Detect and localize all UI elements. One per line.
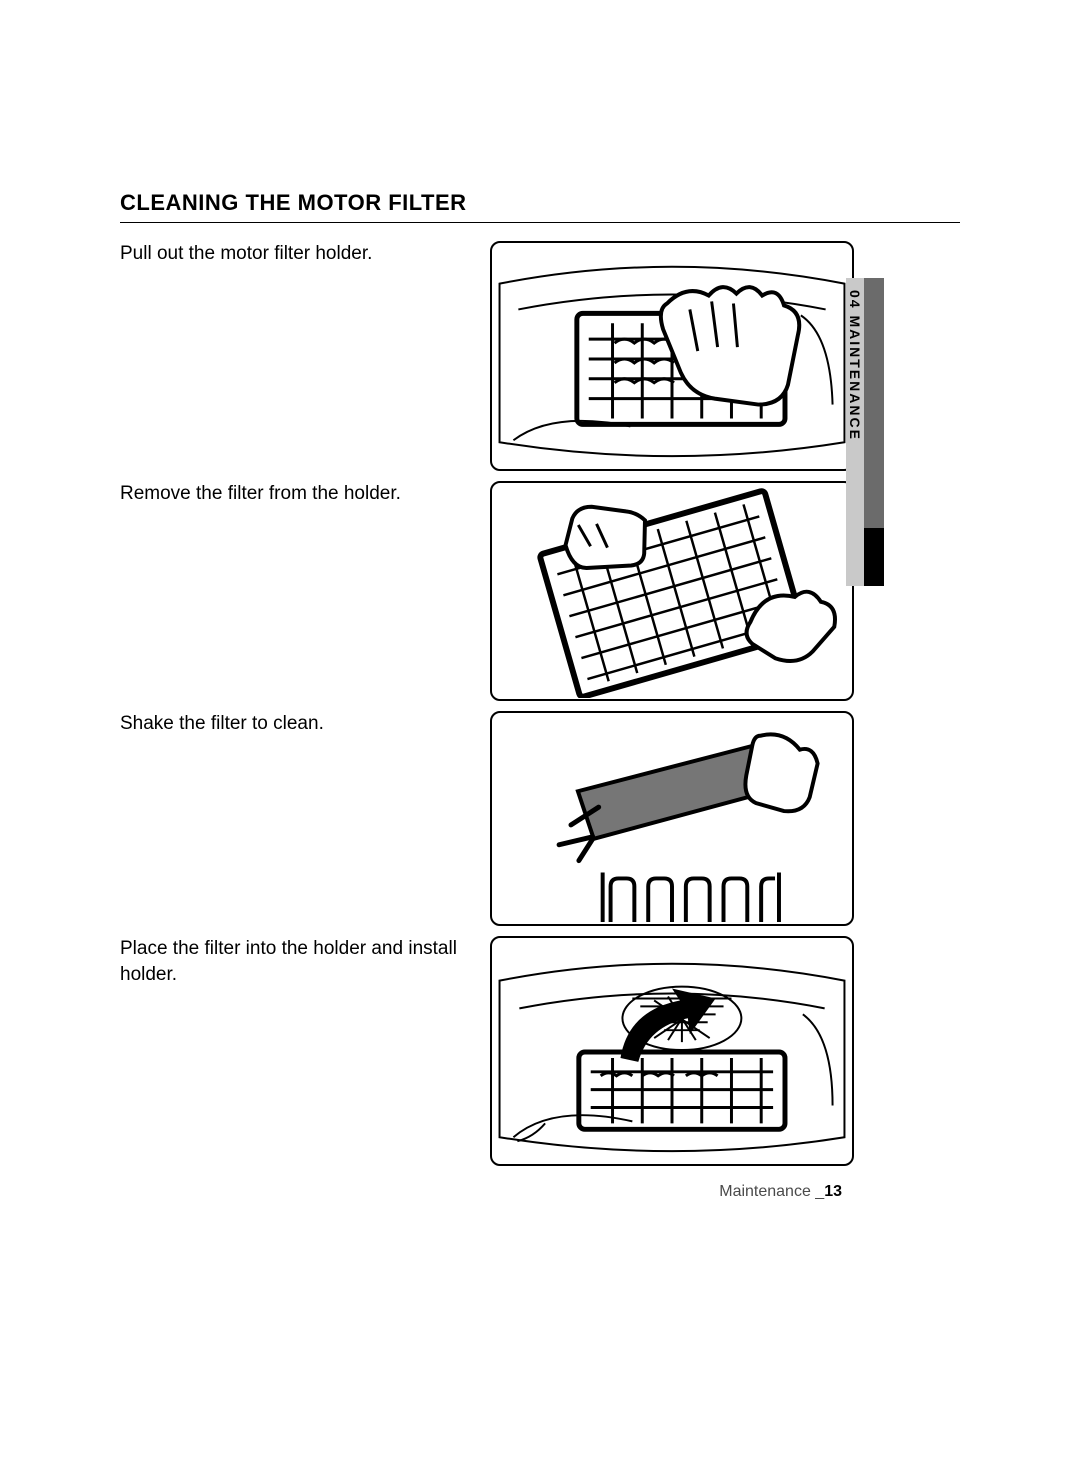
section-tab: 04 MAINTENANCE [846,278,884,586]
step-row-4: Place the filter into the holder and ins… [120,936,960,1166]
page-content: CLEANING THE MOTOR FILTER Pull out the m… [120,190,960,1176]
figure-install-holder [490,936,854,1166]
filter-shake-icon [493,714,851,924]
filter-remove-icon [493,484,851,698]
filter-pull-icon [493,244,851,468]
step-text-4: Place the filter into the holder and ins… [120,936,490,1166]
figure-pull-holder [490,241,854,471]
step-text-1: Pull out the motor filter holder. [120,241,490,471]
section-title: CLEANING THE MOTOR FILTER [120,190,960,223]
footer-page-number: 13 [824,1183,842,1200]
step-row-1: Pull out the motor filter holder. [120,241,960,471]
figure-remove-filter [490,481,854,701]
footer-label: Maintenance _ [719,1183,824,1200]
tab-label: 04 MAINTENANCE [847,290,863,490]
tab-bar-dark [864,278,884,528]
step-row-2: Remove the filter from the holder. [120,481,960,701]
tab-bar-black [864,528,884,586]
page-footer: Maintenance _13 [719,1183,842,1201]
filter-install-icon [493,939,851,1163]
step-row-3: Shake the filter to clean. [120,711,960,926]
figure-shake-filter [490,711,854,926]
step-text-2: Remove the filter from the holder. [120,481,490,701]
step-text-3: Shake the filter to clean. [120,711,490,926]
